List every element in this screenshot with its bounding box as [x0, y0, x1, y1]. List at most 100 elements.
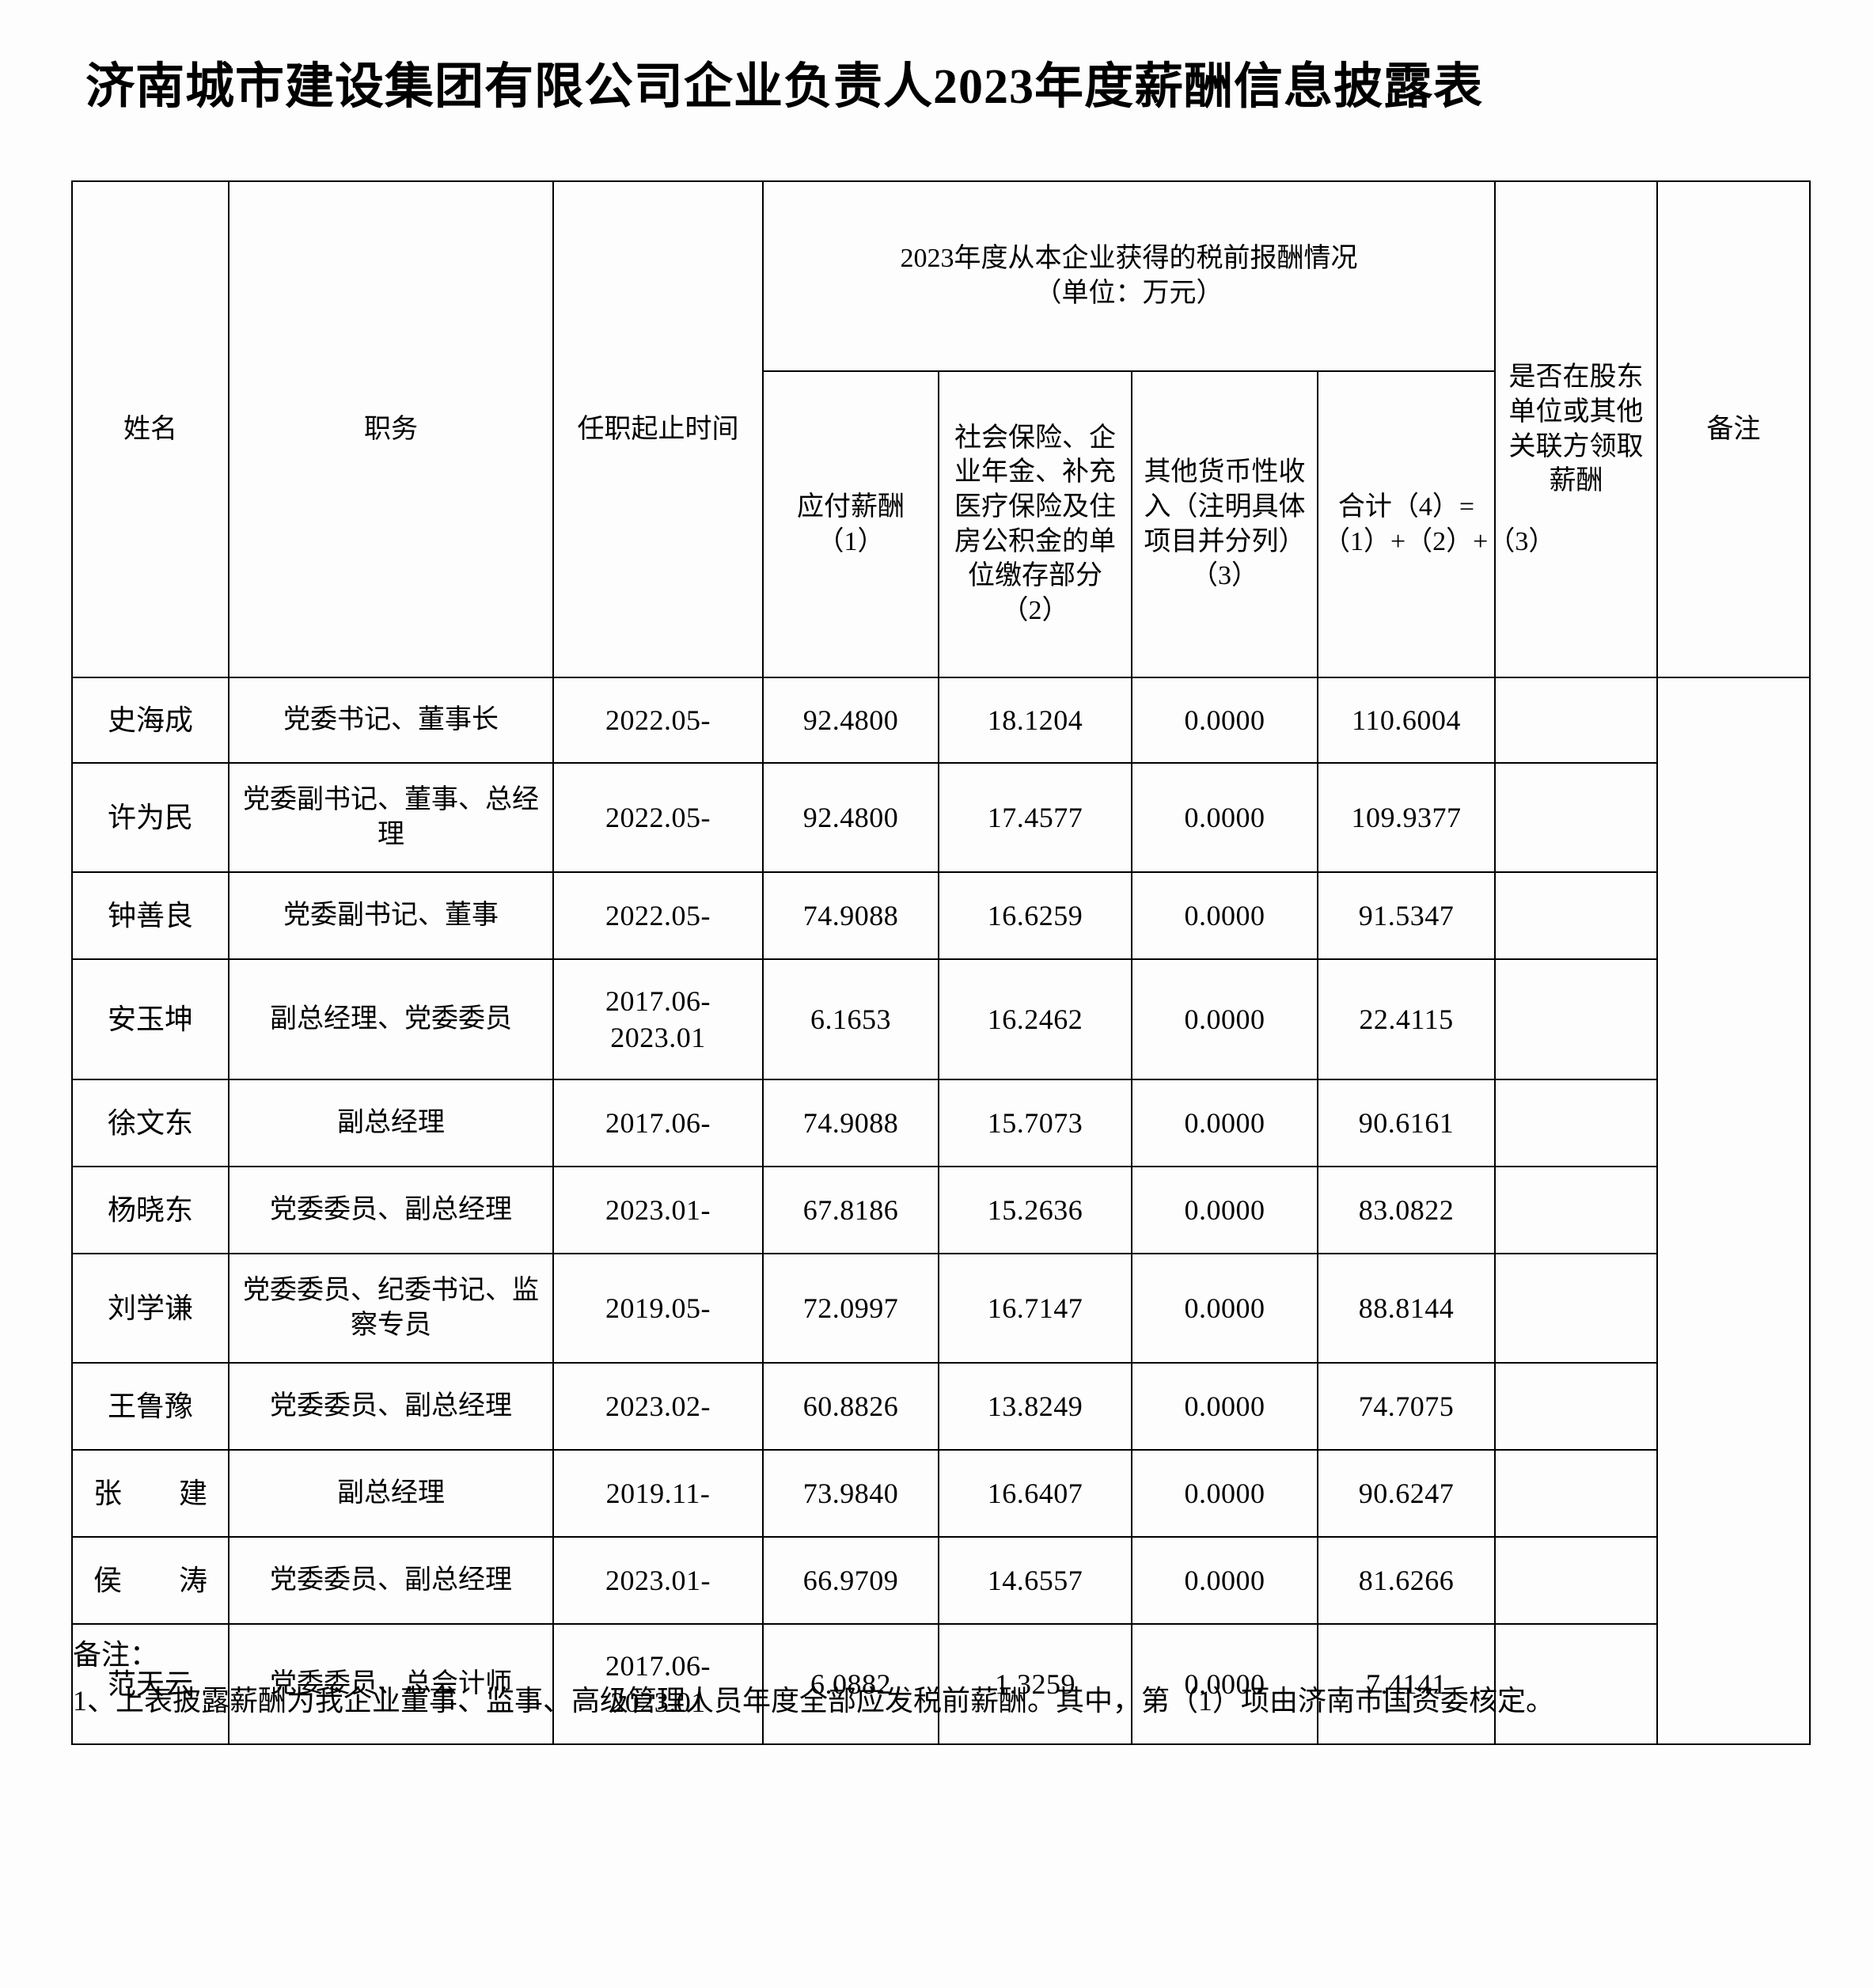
cell-position: 副总经理: [228, 1079, 554, 1167]
cell-payable-salary: 67.8186: [762, 1166, 939, 1254]
cell-tenure: 2023.01-: [552, 1166, 764, 1254]
cell-tenure: 2019.11-: [552, 1449, 764, 1538]
cell-payable-salary: 92.4800: [762, 677, 939, 764]
cell-position: 党委副书记、董事: [228, 871, 554, 960]
cell-tenure: 2022.05-: [552, 871, 764, 960]
pretax-group-line2: （单位：万元）: [1034, 279, 1223, 308]
cell-total: 91.5347: [1317, 871, 1496, 960]
cell-name: 史海成: [71, 677, 230, 764]
cell-payable-salary: 92.4800: [762, 762, 939, 873]
col-header-pretax-group: 2023年度从本企业获得的税前报酬情况 （单位：万元）: [762, 180, 1496, 372]
cell-total: 7.4141: [1317, 1623, 1496, 1745]
cell-payable-salary: 6.1653: [762, 958, 939, 1080]
cell-payable-salary: 72.0997: [762, 1253, 939, 1364]
footnote-label: 备注：: [73, 1639, 159, 1671]
cell-position: 党委委员、纪委书记、监察专员: [228, 1253, 554, 1364]
cell-shareholder-pay: [1494, 1449, 1658, 1538]
cell-shareholder-pay: [1494, 1536, 1658, 1625]
cell-position: 党委委员、副总经理: [228, 1536, 554, 1625]
cell-other-income: 0.0000: [1131, 1449, 1318, 1538]
salary-disclosure-table: 姓名 职务 任职起止时间 2023年度从本企业获得的税前报酬情况 （单位：万元）…: [71, 180, 1811, 1745]
table-row: 钟善良 党委副书记、董事 2022.05- 74.9088 16.6259 0.…: [71, 871, 1810, 960]
cell-tenure: 2022.05-: [552, 762, 764, 873]
col-header-position: 职务: [228, 180, 554, 678]
cell-payable-salary: 66.9709: [762, 1536, 939, 1625]
cell-shareholder-pay: [1494, 1253, 1658, 1364]
cell-payable-salary: 73.9840: [762, 1449, 939, 1538]
cell-other-income: 0.0000: [1131, 1623, 1318, 1745]
table-row: 安玉坤 副总经理、党委委员 2017.06- 2023.01 6.1653 16…: [71, 958, 1810, 1080]
cell-insurance: 17.4577: [938, 762, 1132, 873]
cell-other-income: 0.0000: [1131, 1536, 1318, 1625]
cell-other-income: 0.0000: [1131, 677, 1318, 764]
cell-payable-salary: 6.0882: [762, 1623, 939, 1745]
header-row-top: 姓名 职务 任职起止时间 2023年度从本企业获得的税前报酬情况 （单位：万元）…: [71, 180, 1811, 678]
cell-name: 范天云: [71, 1623, 230, 1745]
col-header-tenure: 任职起止时间: [552, 180, 764, 678]
cell-name: 徐文东: [71, 1079, 230, 1167]
cell-total: 90.6247: [1317, 1449, 1496, 1538]
cell-tenure: 2017.06-: [552, 1079, 764, 1167]
cell-other-income: 0.0000: [1131, 762, 1318, 873]
cell-position: 党委副书记、董事、总经理: [228, 762, 554, 873]
cell-insurance: 16.6259: [938, 871, 1132, 960]
cell-payable-salary: 74.9088: [762, 871, 939, 960]
cell-other-income: 0.0000: [1131, 1166, 1318, 1254]
cell-tenure: 2023.01-: [552, 1536, 764, 1625]
table-body: 史海成 党委书记、董事长 2022.05- 92.4800 18.1204 0.…: [71, 677, 1811, 1745]
cell-name: 刘学谦: [71, 1253, 230, 1364]
cell-position: 党委委员、副总经理: [228, 1362, 554, 1451]
cell-total: 81.6266: [1317, 1536, 1496, 1625]
page-title: 济南城市建设集团有限公司企业负责人2023年度薪酬信息披露表: [85, 60, 1484, 114]
cell-other-income: 0.0000: [1131, 958, 1318, 1080]
cell-total: 110.6004: [1317, 677, 1496, 764]
col-header-payable-salary: 应付薪酬 （1）: [762, 370, 939, 678]
cell-insurance: 14.6557: [938, 1536, 1132, 1625]
cell-insurance: 15.7073: [938, 1079, 1132, 1167]
cell-insurance: 13.8249: [938, 1362, 1132, 1451]
cell-payable-salary: 60.8826: [762, 1362, 939, 1451]
cell-insurance: 15.2636: [938, 1166, 1132, 1254]
col-header-name: 姓名: [71, 180, 230, 678]
cell-name: 钟善良: [71, 871, 230, 960]
cell-insurance: 16.2462: [938, 958, 1132, 1080]
cell-name: 张 建: [71, 1449, 230, 1538]
cell-insurance: 16.7147: [938, 1253, 1132, 1364]
table-row: 刘学谦 党委委员、纪委书记、监察专员 2019.05- 72.0997 16.7…: [71, 1253, 1810, 1364]
cell-other-income: 0.0000: [1131, 1253, 1318, 1364]
cell-position: 副总经理、党委委员: [228, 958, 554, 1080]
salary-table-container: 姓名 职务 任职起止时间 2023年度从本企业获得的税前报酬情况 （单位：万元）…: [71, 180, 1811, 1745]
cell-name: 许为民: [71, 762, 230, 873]
header-row-sub: 应付薪酬 （1） 社会保险、企业年金、补充医疗保险及住房公积金的单位缴存部分（2…: [72, 370, 1810, 678]
cell-shareholder-pay: [1494, 762, 1658, 873]
cell-tenure: 2022.05-: [552, 677, 764, 764]
cell-insurance: 1.3259: [938, 1623, 1132, 1745]
table-row: 张 建 副总经理 2019.11- 73.9840 16.6407 0.0000…: [71, 1449, 1810, 1538]
cell-shareholder-pay: [1494, 1166, 1658, 1254]
table-row: 王鲁豫 党委委员、副总经理 2023.02- 60.8826 13.8249 0…: [71, 1362, 1810, 1451]
cell-other-income: 0.0000: [1131, 871, 1318, 960]
cell-position: 党委书记、董事长: [228, 677, 554, 764]
cell-remark: [1656, 677, 1811, 1745]
table-row: 徐文东 副总经理 2017.06- 74.9088 15.7073 0.0000…: [71, 1079, 1810, 1167]
cell-payable-salary: 74.9088: [762, 1079, 939, 1167]
table-row: 侯 涛 党委委员、副总经理 2023.01- 66.9709 14.6557 0…: [71, 1536, 1810, 1625]
footnote-block: 备注： 1、上表披露薪酬为我企业董事、监事、高级管理人员年度全部应发税前薪酬。其…: [73, 1632, 1814, 1724]
cell-shareholder-pay: [1494, 1623, 1658, 1745]
cell-total: 83.0822: [1317, 1166, 1496, 1254]
cell-shareholder-pay: [1494, 677, 1658, 764]
cell-total: 109.9377: [1317, 762, 1496, 873]
cell-other-income: 0.0000: [1131, 1362, 1318, 1451]
table-head: 姓名 职务 任职起止时间 2023年度从本企业获得的税前报酬情况 （单位：万元）…: [71, 180, 1811, 678]
cell-total: 90.6161: [1317, 1079, 1496, 1167]
cell-total: 74.7075: [1317, 1362, 1496, 1451]
cell-insurance: 16.6407: [938, 1449, 1132, 1538]
table-row: 杨晓东 党委委员、副总经理 2023.01- 67.8186 15.2636 0…: [71, 1166, 1810, 1254]
col-header-total: 合计（4）=（1）+（2）+（3）: [1317, 370, 1555, 678]
cell-tenure: 2023.02-: [552, 1362, 764, 1451]
cell-tenure: 2017.06- 2023.01: [552, 1623, 764, 1745]
cell-shareholder-pay: [1494, 871, 1658, 960]
table-row: 许为民 党委副书记、董事、总经理 2022.05- 92.4800 17.457…: [71, 762, 1810, 873]
cell-name: 安玉坤: [71, 958, 230, 1080]
